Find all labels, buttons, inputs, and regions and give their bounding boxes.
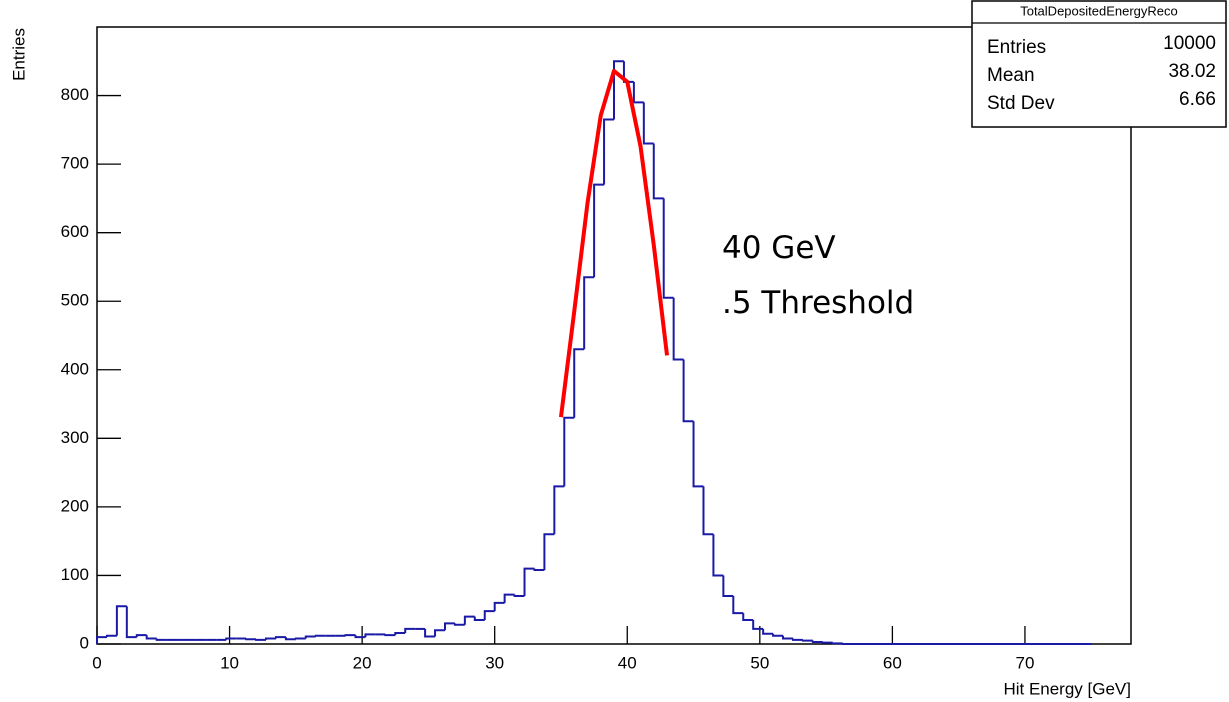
histogram-bin (294, 637, 306, 640)
histogram-bin (543, 533, 555, 570)
histogram-bin (135, 634, 147, 638)
histogram-bin (652, 143, 664, 200)
histogram-bin (453, 623, 465, 626)
histogram-bin (155, 638, 167, 641)
histogram-bin (742, 613, 754, 622)
x-tick-label: 40 (618, 653, 637, 672)
histogram-bin (394, 632, 406, 636)
histogram-bin (632, 81, 644, 104)
histogram-bin (672, 297, 684, 361)
histogram-bin (493, 601, 505, 612)
stats-title: TotalDepositedEnergyReco (1020, 3, 1178, 18)
histogram-bin (483, 610, 495, 621)
histogram-bin (573, 348, 585, 418)
histogram-bin (513, 594, 525, 598)
histogram-bin (772, 633, 784, 637)
annotation: 40 GeV (722, 230, 836, 266)
histogram-bin (642, 102, 654, 145)
x-tick-label: 50 (750, 653, 769, 672)
stats-value: 6.66 (1179, 89, 1216, 110)
histogram-bin (563, 416, 575, 487)
y-tick-label: 300 (61, 428, 89, 447)
histogram-bin (821, 641, 833, 644)
histogram-bin (364, 633, 376, 638)
plot-frame (96, 26, 1132, 645)
histogram-bin (304, 635, 316, 639)
x-axis-label: Hit Energy [GeV] (1003, 679, 1131, 698)
histogram-bin (274, 636, 286, 639)
stats-label: Entries (987, 37, 1046, 58)
histogram-bin (105, 634, 117, 638)
histogram-bin (762, 628, 774, 635)
histogram-bin (722, 575, 734, 598)
histogram-bin (424, 628, 436, 638)
histogram-bin (255, 638, 267, 641)
histogram-bin (434, 629, 445, 637)
histogram-bin (811, 640, 823, 643)
x-tick-label: 20 (353, 653, 372, 672)
y-tick-label: 200 (61, 496, 89, 515)
histogram-bin (692, 421, 704, 488)
histogram-bin (662, 198, 674, 299)
stats-frame (971, 0, 1227, 128)
histogram-bin (245, 638, 257, 641)
histogram-bin (593, 183, 605, 278)
y-tick-label: 700 (61, 154, 89, 173)
histogram-bin (284, 637, 296, 641)
fit-curve (558, 68, 670, 418)
histogram-bin (603, 118, 614, 185)
histogram-bin (583, 276, 595, 350)
y-tick-label: 600 (61, 222, 89, 241)
histogram-bin (463, 615, 475, 625)
histogram-bin (115, 605, 127, 636)
y-tick-label: 800 (61, 85, 89, 104)
histogram-bin (801, 639, 813, 642)
y-tick-label: 0 (80, 633, 89, 652)
x-tick-label: 70 (1015, 653, 1034, 672)
x-tick-label: 30 (485, 653, 504, 672)
histogram-bin (503, 593, 515, 603)
stats-label: Mean (987, 65, 1035, 86)
y-tick-label: 400 (61, 359, 89, 378)
stats-value: 38.02 (1168, 61, 1216, 82)
histogram-bin (96, 636, 107, 644)
histogram-bin (314, 634, 326, 637)
histogram-bin (145, 635, 157, 640)
x-tick-label: 0 (92, 653, 101, 672)
histogram-bin (732, 596, 744, 615)
histogram-bin (613, 60, 624, 120)
histogram-bin (354, 635, 366, 639)
histogram-bin (782, 635, 793, 640)
x-tick-label: 60 (883, 653, 902, 672)
annotation: .5 Threshold (722, 285, 914, 321)
histogram-bin (473, 616, 485, 622)
histogram-bin (702, 486, 714, 536)
histogram-bin (404, 627, 416, 634)
histogram-bin (831, 642, 843, 645)
histogram-bin (841, 643, 853, 645)
histogram-bin (265, 637, 276, 640)
histogram-bin (384, 634, 396, 637)
stats-label: Std Dev (987, 93, 1055, 114)
stats-value: 10000 (1163, 33, 1216, 54)
histogram-bin (682, 359, 694, 423)
y-tick-label: 500 (61, 291, 89, 310)
histogram-bin (344, 634, 356, 637)
histogram-bin (533, 568, 545, 571)
histogram-bin (125, 606, 137, 639)
histogram-bin (553, 485, 565, 535)
histogram-bin (752, 620, 764, 630)
histogram-bin (712, 534, 724, 577)
stats-box: TotalDepositedEnergyReco Entries 10000 M… (971, 0, 1227, 128)
y-tick-label: 100 (61, 565, 89, 584)
histogram-bin (523, 567, 535, 597)
histogram-bin (622, 61, 634, 83)
y-axis-label: Entries (9, 28, 28, 81)
histogram-bin (443, 622, 455, 631)
x-tick-label: 10 (220, 653, 239, 672)
histogram-bin (225, 637, 237, 640)
histogram-bin (791, 638, 803, 641)
